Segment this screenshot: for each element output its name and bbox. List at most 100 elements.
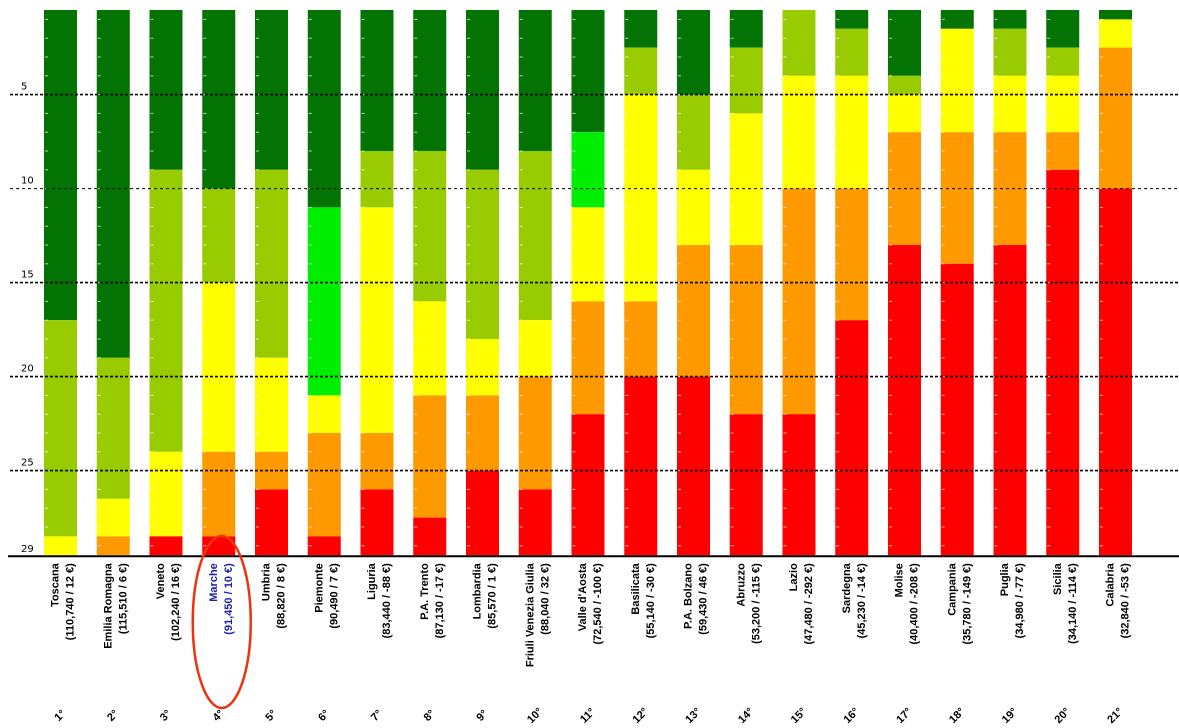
category-label: Marche (91,450 / 10 €) (208, 563, 235, 635)
bar-segment-bright-green (307, 207, 341, 396)
bar-segment-light-green (96, 357, 130, 499)
bar-segment-orange (782, 188, 816, 415)
bar-segment-dark-green (466, 10, 499, 170)
region-name: Emilia Romagna (102, 562, 114, 648)
bar-segment-red (835, 320, 869, 556)
category-label: Lombardia (85,570 / 1 €) (472, 562, 499, 628)
region-value: (72,540 / -100 €) (592, 563, 604, 645)
bar-segment-light-green (993, 28, 1027, 76)
region-value: (55,140 / -30 €) (645, 563, 657, 639)
category-label: Toscana (110,740 / 12 €) (50, 562, 77, 640)
bar-segment-light-green (677, 94, 710, 170)
rank-label: 18° (947, 706, 967, 726)
bar-segment-yellow (888, 94, 921, 133)
bar-segment-light-green (360, 151, 394, 208)
region-value: (90,490 / 7 €) (328, 563, 340, 629)
category-label: Liguria (83,440 / -88 €) (366, 562, 393, 638)
bar-segment-orange (307, 433, 341, 537)
region-value: (47,480 / -292 €) (803, 563, 815, 645)
rank-label: 7° (369, 708, 385, 724)
rank-label: 2° (105, 708, 121, 724)
region-value: (45,230 / -14 €) (856, 563, 868, 639)
bar-segment-dark-green (677, 10, 710, 95)
bar-segment-orange (993, 132, 1027, 245)
bar-segment-yellow (44, 536, 77, 556)
bar-segment-light-green (44, 320, 77, 537)
bar-segment-dark-green (940, 10, 974, 29)
bar-segment-red (466, 470, 499, 556)
bar-segment-red (307, 536, 341, 556)
bar-segment-light-green (518, 151, 552, 321)
bar-segment-red (782, 414, 816, 556)
region-value: (35,780 / -149 €) (961, 563, 973, 645)
bar-segment-yellow (782, 75, 816, 189)
bar-segment-dark-green (413, 10, 447, 151)
bar-segment-dark-green (1099, 10, 1132, 20)
bar-segment-yellow (624, 94, 658, 302)
bar-segment-light-green (1046, 47, 1080, 76)
rank-label: 10° (525, 706, 545, 726)
category-label: Molise (40,400 / -208 €) (894, 563, 921, 645)
category-label: Lazio (47,480 / -292 €) (788, 563, 815, 645)
y-tick-label: 29 (21, 544, 34, 555)
bar-segment-dark-green (993, 10, 1027, 29)
bar-segment-orange (571, 301, 605, 415)
y-tick-label: 5 (21, 82, 27, 93)
region-name: Lombardia (472, 562, 484, 619)
bar-segment-red (255, 489, 288, 556)
region-name: Basilicata (630, 562, 642, 614)
rank-label: 20° (1053, 706, 1073, 726)
bar-segment-red (413, 517, 447, 556)
bar-segment-orange (466, 395, 499, 471)
region-name: Sardegna (841, 562, 853, 613)
bar-segment-yellow (729, 113, 763, 246)
region-name: P.A. Trento (419, 563, 431, 620)
region-name: Umbria (261, 562, 273, 601)
region-value: (88,820 / 8 €) (276, 563, 288, 629)
bar-segment-orange (1099, 47, 1132, 189)
bar-segment-dark-green (149, 10, 183, 170)
highlight-ellipse (191, 534, 252, 710)
region-name: Puglia (999, 562, 1011, 596)
category-label: Piemonte (90,490 / 7 €) (313, 563, 340, 629)
rank-label: 8° (422, 708, 438, 724)
bar-segment-orange (96, 536, 130, 556)
region-value: (40,400 / -208 €) (909, 563, 921, 645)
bar-segment-yellow (255, 357, 288, 452)
region-value: (115,510 / 6 €) (117, 563, 129, 634)
bar-segment-dark-green (255, 10, 288, 170)
category-label: Campania (35,780 / -149 €) (946, 562, 973, 644)
bar-segment-light-green (149, 169, 183, 452)
region-value: (83,440 / -88 €) (381, 563, 393, 639)
category-label: P.A. Trento (87,130 / -17 €) (419, 563, 446, 639)
bars-layer (44, 10, 1132, 556)
y-tick-label: 15 (21, 270, 34, 281)
category-label: P.A. Bolzano (59,430 / 46 €) (683, 563, 710, 635)
region-name: Campania (946, 562, 958, 615)
region-name: Abruzzo (735, 563, 747, 607)
bar-segment-red (1099, 188, 1132, 556)
rank-labels-layer: 1° 2° 3° 4° 5° 6° 7° 8° 9° 10° 11° 12° 13° 14° 15° 16° 1… (52, 706, 1125, 726)
rank-label: 1° (52, 708, 68, 724)
region-name: Valle d'Aosta (577, 562, 589, 631)
category-label: Friuli Venezia Giulia (88,040 / 32 €) (524, 562, 551, 667)
bar-segment-dark-green (96, 10, 130, 358)
bar-segment-red (1046, 169, 1080, 556)
region-value: (102,240 / 16 €) (170, 563, 182, 641)
category-label: Umbria (88,820 / 8 €) (261, 562, 288, 628)
bar-segment-yellow (413, 301, 447, 396)
bar-segment-dark-green (202, 10, 236, 189)
region-value: (53,200 / -115 €) (750, 563, 762, 644)
region-value: (87,130 / -17 €) (434, 563, 446, 639)
bar-segment-dark-green (729, 10, 763, 48)
bar-segment-light-green (624, 47, 658, 95)
bar-segment-dark-green (1046, 10, 1080, 48)
bar-segment-orange (202, 451, 236, 537)
bar-segment-red (888, 245, 921, 556)
bar-segment-yellow (993, 75, 1027, 133)
bar-segment-red (149, 536, 183, 556)
bar-segment-light-green (835, 28, 869, 76)
bar-segment-yellow (835, 75, 869, 189)
bar-segment-light-green (255, 169, 288, 358)
